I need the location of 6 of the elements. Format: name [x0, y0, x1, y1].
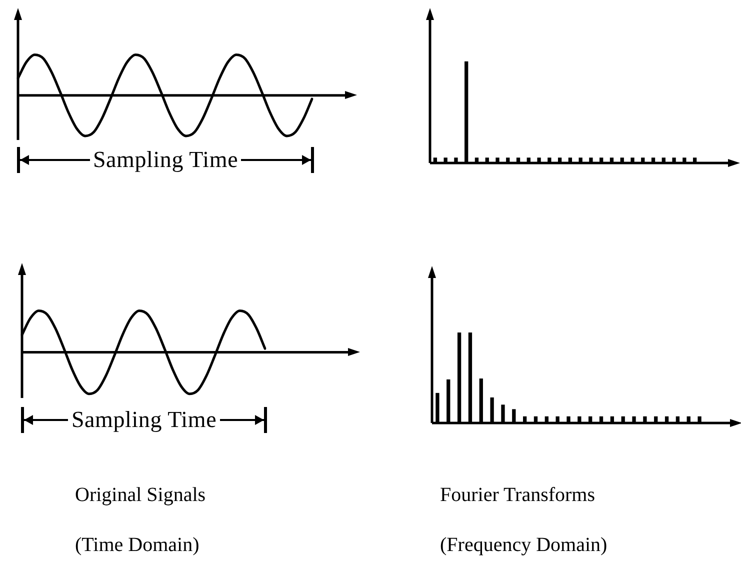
text: Fourier Transforms: [440, 483, 596, 508]
text: (Time Domain): [75, 533, 200, 558]
x-axis-title: Sampling Time: [70, 407, 218, 433]
text: Original Signals: [75, 483, 206, 508]
x-axis-title: Sampling Time: [92, 147, 240, 173]
text: (Frequency Domain): [440, 533, 608, 558]
